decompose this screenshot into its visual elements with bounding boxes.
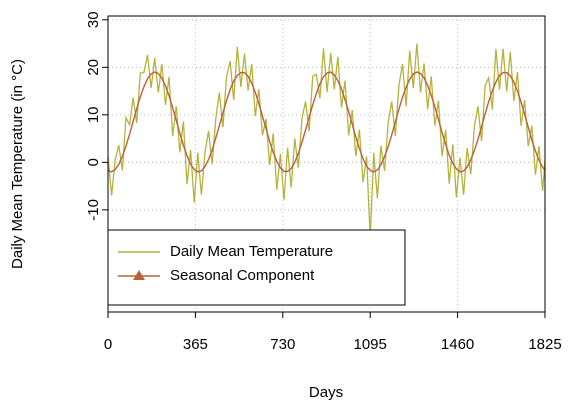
legend-label: Seasonal Component bbox=[170, 267, 315, 284]
y-tick-label: 30 bbox=[85, 11, 102, 28]
y-tick-label: 10 bbox=[85, 106, 102, 123]
x-tick-label: 1825 bbox=[528, 336, 561, 353]
x-tick-label: 1460 bbox=[441, 336, 474, 353]
legend-label: Daily Mean Temperature bbox=[170, 243, 333, 260]
legend-box bbox=[107, 229, 406, 306]
x-tick-label: 1095 bbox=[354, 336, 387, 353]
y-axis-label: Daily Mean Temperature (in °C) bbox=[9, 59, 26, 269]
y-tick-label: 20 bbox=[85, 59, 102, 76]
legend: Daily Mean Temperature Seasonal Component bbox=[107, 229, 406, 306]
legend-marker bbox=[133, 270, 145, 280]
x-axis-label: Days bbox=[309, 384, 343, 401]
y-tick-label: -10 bbox=[85, 199, 102, 221]
plot-frame bbox=[107, 15, 546, 313]
x-tick-label: 730 bbox=[270, 336, 295, 353]
series-line bbox=[107, 43, 546, 237]
x-tick-label: 365 bbox=[183, 336, 208, 353]
x-tick-label: 0 bbox=[104, 336, 112, 353]
y-tick-label: 0 bbox=[85, 158, 102, 166]
series-line bbox=[107, 71, 546, 173]
